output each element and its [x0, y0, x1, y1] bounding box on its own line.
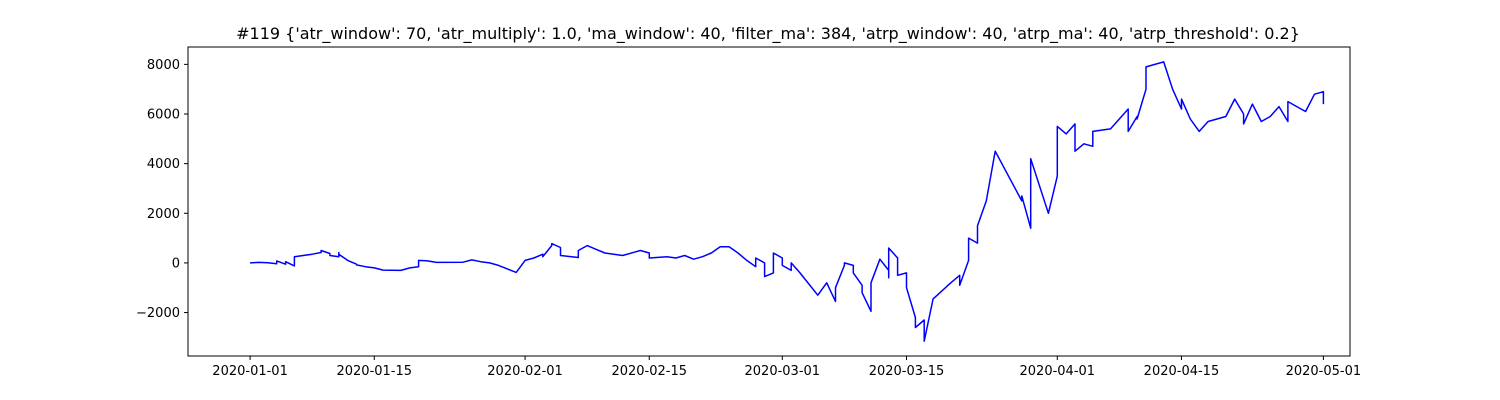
- x-tick-label: 2020-03-15: [869, 364, 945, 379]
- x-tick-label: 2020-04-15: [1144, 364, 1220, 379]
- y-tick-label: 0: [172, 256, 180, 271]
- y-tick-label: 2000: [147, 207, 180, 222]
- plot-frame: [187, 46, 1351, 357]
- x-tick-label: 2020-02-15: [611, 364, 687, 379]
- x-tick-label: 2020-05-01: [1286, 364, 1362, 379]
- x-tick-label: 2020-04-01: [1020, 364, 1096, 379]
- axes: 2020-01-01 2020-01-15 2020-02-01 2020-02-15…: [136, 46, 1362, 379]
- y-tick-label: −2000: [136, 306, 180, 321]
- x-tick-label: 2020-01-15: [336, 364, 412, 379]
- x-tick-label: 2020-01-01: [212, 364, 288, 379]
- y-tick-label: 8000: [147, 58, 180, 73]
- x-tick-label: 2020-03-01: [745, 364, 821, 379]
- series-line-0: [250, 61, 1325, 342]
- chart-title: #119 {'atr_window': 70, 'atr_multiply': …: [236, 24, 1300, 44]
- plot-area: [250, 61, 1325, 342]
- y-tick-label: 4000: [147, 157, 180, 172]
- y-tick-label: 6000: [147, 108, 180, 123]
- x-tick-label: 2020-02-01: [487, 364, 563, 379]
